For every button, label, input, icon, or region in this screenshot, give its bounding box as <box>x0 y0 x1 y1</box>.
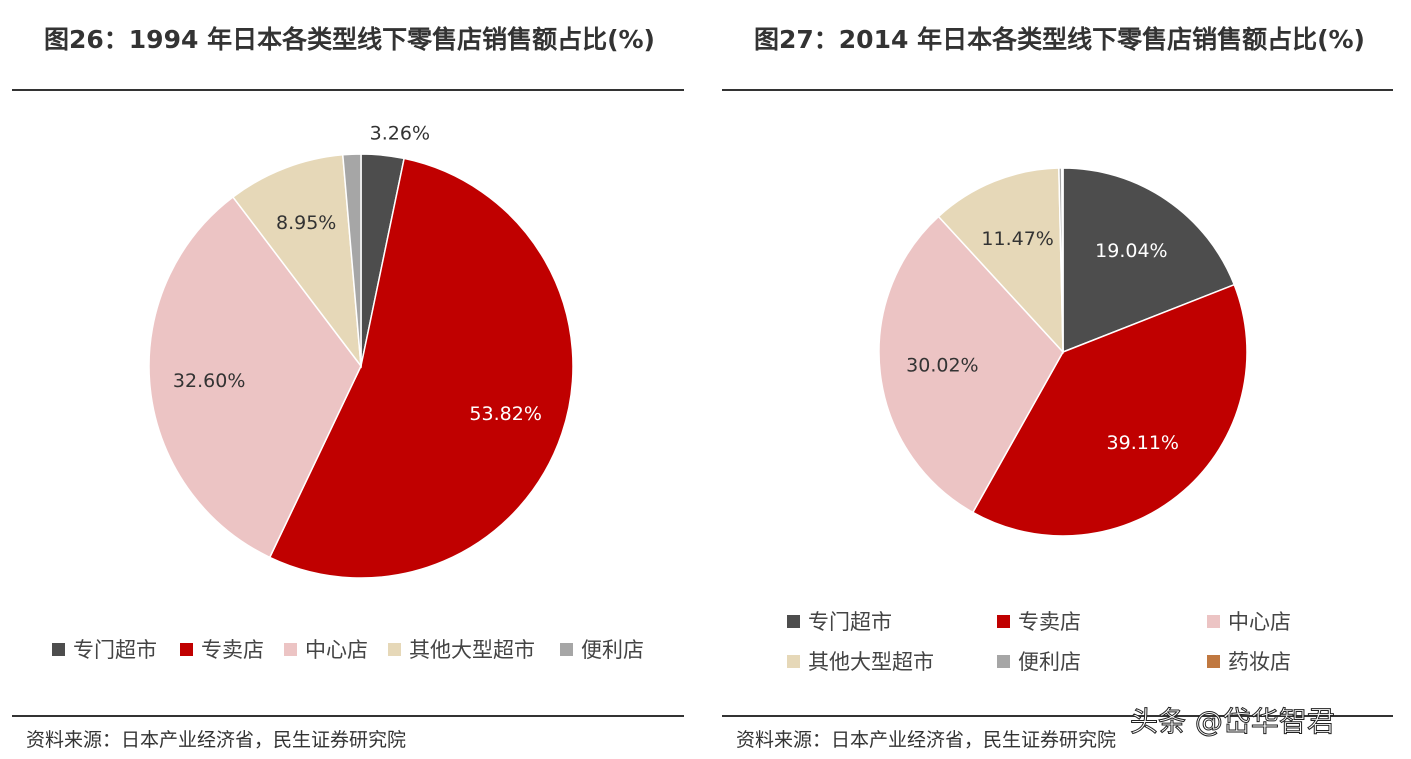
legend-item: 专卖店 <box>997 606 1081 636</box>
legend-item: 药妆店 <box>1207 646 1291 676</box>
legend-item: 专卖店 <box>180 634 264 664</box>
data-label: 8.95% <box>276 212 336 234</box>
legend-swatch <box>284 642 297 656</box>
watermark: 头条 @岱华智君 <box>1130 705 1336 739</box>
legend-label: 其他大型超市 <box>409 638 535 662</box>
legend-swatch <box>560 642 573 656</box>
legend-swatch <box>787 654 800 668</box>
data-label: 11.47% <box>981 228 1053 250</box>
legend-swatch <box>997 614 1010 628</box>
legend-item: 便利店 <box>997 646 1081 676</box>
data-label: 53.82% <box>469 403 541 425</box>
data-label: 32.60% <box>173 370 245 392</box>
legend-item: 中心店 <box>284 634 368 664</box>
legend-swatch <box>52 642 65 656</box>
legend-label: 专卖店 <box>1018 610 1081 634</box>
data-label: 30.02% <box>906 355 978 377</box>
pie-slice <box>937 167 1064 354</box>
chart-title: 图27：2014 年日本各类型线下零售店销售额占比(%) <box>754 25 1365 54</box>
legend-swatch <box>1207 654 1220 668</box>
pie-slice <box>878 215 1064 514</box>
legend-swatch <box>787 614 800 628</box>
legend-label: 中心店 <box>305 638 368 662</box>
legend-label: 中心店 <box>1228 610 1291 634</box>
legend-swatch <box>180 642 193 656</box>
legend-swatch <box>388 642 401 656</box>
legend-item: 中心店 <box>1207 606 1291 636</box>
chart-title: 图26：1994 年日本各类型线下零售店销售额占比(%) <box>44 25 655 54</box>
data-label: 19.04% <box>1095 240 1167 262</box>
legend-label: 便利店 <box>581 638 644 662</box>
legend-swatch <box>997 654 1010 668</box>
legend-label: 药妆店 <box>1228 650 1291 674</box>
data-label: 3.26% <box>370 123 430 145</box>
legend-label: 专卖店 <box>201 638 264 662</box>
legend-swatch <box>1207 614 1220 628</box>
legend-item: 专门超市 <box>787 606 892 636</box>
source: 资料来源：日本产业经济省，民生证券研究院 <box>26 729 407 751</box>
legend-item: 其他大型超市 <box>388 634 535 664</box>
legend-item: 便利店 <box>560 634 644 664</box>
data-label: 39.11% <box>1107 432 1179 454</box>
pie-slice <box>268 157 574 579</box>
pie-slice <box>971 283 1248 537</box>
legend-label: 专门超市 <box>808 610 892 634</box>
legend-label: 专门超市 <box>73 638 157 662</box>
legend-item: 其他大型超市 <box>787 646 934 676</box>
pie-slice <box>1061 167 1064 353</box>
pie-slice <box>1062 167 1236 354</box>
legend-item: 专门超市 <box>52 634 157 664</box>
legend-label: 其他大型超市 <box>808 650 934 674</box>
pie-slice <box>148 195 362 559</box>
legend-label: 便利店 <box>1018 650 1081 674</box>
pie-slice <box>341 153 362 367</box>
pie-slice <box>231 153 362 369</box>
source: 资料来源：日本产业经济省，民生证券研究院 <box>736 729 1117 751</box>
